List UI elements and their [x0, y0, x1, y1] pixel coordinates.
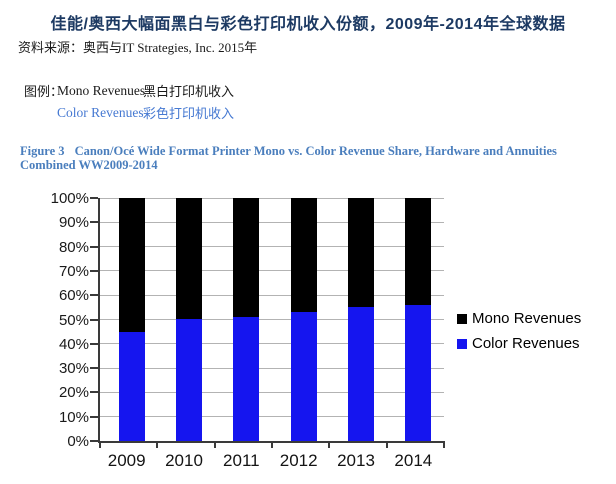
y-axis-tick-mark	[90, 269, 98, 272]
y-axis-tick-mark	[90, 318, 98, 321]
bar-segment-mono-revenues	[176, 198, 202, 319]
chart-legend-label: Color Revenues	[472, 335, 580, 352]
chart-legend-label: Mono Revenues	[472, 310, 582, 327]
x-axis-tick-label: 2009	[107, 451, 146, 470]
chart-legend: Mono Revenues Color Revenues	[457, 310, 581, 360]
x-axis-tick-label: 2013	[337, 451, 375, 470]
y-axis-tick-mark	[90, 221, 98, 224]
y-axis-tick-mark	[90, 294, 98, 297]
bar-segment-mono-revenues	[233, 198, 260, 317]
y-axis-tick-mark	[90, 245, 98, 248]
bar-segment-mono-revenues	[290, 198, 317, 312]
figure-caption-label: Figure 3	[20, 144, 65, 158]
x-axis-tick-mark	[213, 441, 216, 448]
x-axis-tick-mark	[385, 441, 388, 448]
legend-swatch-icon	[457, 313, 467, 324]
figure-caption: Figure 3 Canon/Océ Wide Format Printer Mo…	[20, 144, 605, 172]
gridline	[100, 319, 444, 320]
gridline	[100, 391, 444, 393]
bar-segment-mono-revenues	[405, 198, 432, 305]
x-axis-tick-mark	[271, 441, 273, 448]
y-axis-tick-mark	[90, 342, 98, 345]
source-note: 资料来源：奥西与IT Strategies, Inc. 2015年	[18, 40, 258, 55]
x-axis-tick-mark	[328, 441, 331, 448]
bar-segment-color-revenues	[348, 307, 374, 441]
y-axis-tick-mark	[90, 415, 98, 418]
x-axis-tick-mark	[156, 441, 159, 448]
x-axis-tick-mark	[99, 441, 101, 448]
y-axis-tick-mark	[90, 367, 98, 370]
gridline	[100, 221, 444, 223]
figure-caption-text: Canon/Océ Wide Format Printer Mono vs. C…	[20, 144, 557, 172]
y-axis-tick-mark	[90, 197, 98, 199]
bar-segment-color-revenues	[176, 319, 202, 441]
y-axis-tick-label: 100%	[50, 190, 89, 207]
legend-key-term-en: Mono Revenues	[57, 82, 146, 98]
y-axis-tick-label: 50%	[58, 311, 89, 329]
y-axis-tick-label: 70%	[58, 262, 89, 280]
legend-key-term-zh: 彩色打印机收入	[143, 106, 235, 121]
y-axis-tick-label: 10%	[58, 408, 89, 426]
y-axis-tick-label: 90%	[58, 214, 89, 232]
bar-segment-mono-revenues	[348, 198, 374, 307]
legend-swatch-icon	[457, 338, 467, 349]
chart-legend-entry: Color Revenues	[457, 335, 581, 352]
chart-legend-entry: Mono Revenues	[457, 310, 581, 327]
y-axis-tick-mark	[90, 440, 98, 442]
legend-key-row: 图例：Mono Revenues黑白打印机收入	[24, 81, 234, 100]
bar-segment-mono-revenues	[118, 198, 145, 332]
x-axis-tick-label: 2012	[279, 451, 318, 470]
x-axis-tick-label: 2011	[223, 451, 260, 470]
x-axis-tick-label: 2010	[165, 451, 203, 470]
legend-key-term-en: Color Revenues	[57, 104, 144, 120]
gridline	[100, 343, 444, 345]
y-axis-tick-label: 60%	[58, 287, 89, 305]
bar-segment-color-revenues	[233, 317, 260, 441]
gridline	[100, 246, 444, 248]
chart-plot-area	[98, 197, 445, 448]
y-axis-tick-mark	[90, 391, 98, 394]
legend-key-term-zh: 黑白打印机收入	[143, 84, 235, 99]
gridline	[100, 197, 444, 199]
y-axis-tick-label: 0%	[67, 433, 89, 450]
y-axis-tick-label: 30%	[58, 360, 89, 378]
y-axis-tick-label: 40%	[58, 335, 89, 353]
gridline	[100, 416, 444, 418]
gridline	[100, 270, 444, 272]
x-axis-tick-label: 2014	[394, 451, 433, 470]
bar-segment-color-revenues	[118, 332, 145, 441]
gridline	[100, 367, 444, 369]
page-title: 佳能/奥西大幅面黑白与彩色打印机收入份额，2009年-2014年全球数据	[50, 16, 566, 33]
y-axis-tick-label: 80%	[58, 238, 89, 256]
bar-segment-color-revenues	[290, 312, 317, 441]
y-axis-tick-label: 20%	[58, 384, 89, 402]
legend-key-prefix: 图例：	[24, 84, 64, 99]
x-axis-tick-mark	[443, 441, 445, 448]
gridline	[100, 294, 444, 296]
legend-key-row: Color Revenues彩色打印机收入	[24, 103, 234, 122]
bar-segment-color-revenues	[405, 305, 432, 441]
